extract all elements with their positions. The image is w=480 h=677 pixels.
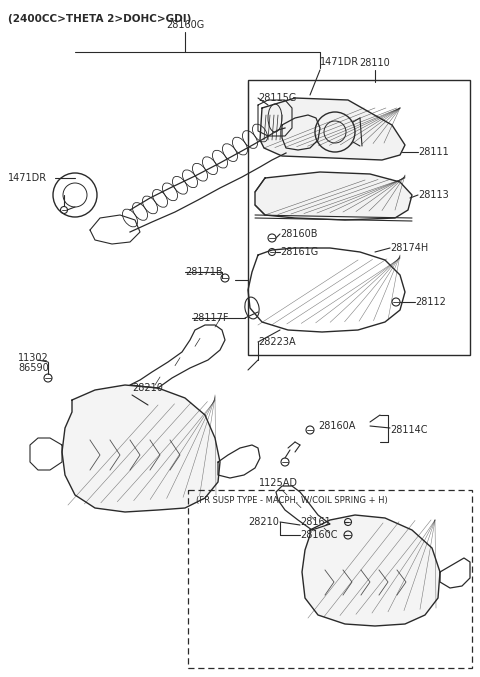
Text: 28117F: 28117F — [192, 313, 228, 323]
Text: 28114C: 28114C — [390, 425, 428, 435]
Text: 86590: 86590 — [18, 363, 49, 373]
Text: 28160C: 28160C — [300, 530, 337, 540]
Bar — [188, 490, 472, 668]
Text: 28174H: 28174H — [390, 243, 428, 253]
Bar — [248, 80, 470, 355]
Polygon shape — [302, 515, 440, 626]
Polygon shape — [62, 385, 220, 512]
Text: 28210: 28210 — [132, 383, 163, 393]
Text: 28115G: 28115G — [258, 93, 296, 103]
Text: 28111: 28111 — [418, 147, 449, 157]
Text: 11302: 11302 — [18, 353, 49, 363]
Text: 28223A: 28223A — [258, 337, 296, 347]
Text: 28161G: 28161G — [280, 247, 318, 257]
Text: 28160A: 28160A — [318, 421, 355, 431]
Text: 1125AD: 1125AD — [259, 478, 298, 488]
Text: 28160G: 28160G — [166, 20, 204, 30]
Text: 28110: 28110 — [360, 58, 390, 68]
Text: 28160B: 28160B — [280, 229, 317, 239]
Polygon shape — [255, 172, 412, 220]
Text: 28113: 28113 — [418, 190, 449, 200]
Text: 1471DR: 1471DR — [320, 57, 359, 67]
Text: 28171B: 28171B — [185, 267, 223, 277]
Text: 28210: 28210 — [248, 517, 279, 527]
Text: 28161: 28161 — [300, 517, 331, 527]
Text: (2400CC>THETA 2>DOHC>GDI): (2400CC>THETA 2>DOHC>GDI) — [8, 14, 192, 24]
Polygon shape — [260, 98, 405, 160]
Text: 1471DR: 1471DR — [8, 173, 47, 183]
Text: 28112: 28112 — [415, 297, 446, 307]
Text: (FR SUSP TYPE - MACPH. W/COIL SPRING + H): (FR SUSP TYPE - MACPH. W/COIL SPRING + H… — [196, 496, 388, 505]
